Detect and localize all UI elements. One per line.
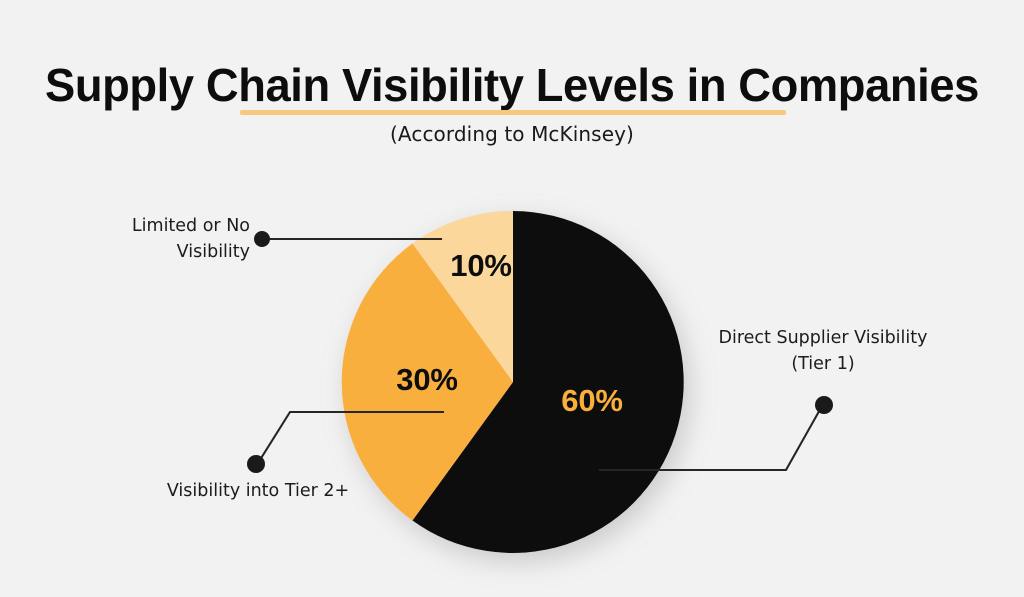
slice-value-direct-supplier-visibility: 60% — [561, 383, 623, 418]
title-underline-accent — [240, 110, 786, 115]
slice-value-limited-or-no-visibility: 10% — [450, 248, 512, 283]
leader-dot-limited-or-no-visibility — [254, 231, 270, 247]
callout-label-direct-supplier-visibility-line1: Direct Supplier Visibility — [718, 328, 928, 348]
callout-label-limited-or-no-visibility-line2: Visibility — [176, 242, 250, 262]
callout-label-limited-or-no-visibility: Limited or No Visibility — [8, 213, 250, 265]
callout-label-direct-supplier-visibility: Direct Supplier Visibility (Tier 1) — [698, 325, 948, 377]
leader-dot-visibility-into-tier-2plus — [247, 455, 265, 473]
leader-lines-group — [256, 237, 824, 472]
leader-dot-direct-supplier-visibility — [815, 396, 833, 414]
page-title: Supply Chain Visibility Levels in Compan… — [45, 59, 979, 111]
callout-label-direct-supplier-visibility-line2: (Tier 1) — [791, 354, 855, 374]
slice-value-visibility-into-tier-2plus: 30% — [396, 362, 458, 397]
pie-slice-limited-or-no-visibility[interactable] — [412, 210, 513, 382]
header: Supply Chain Visibility Levels in Compan… — [0, 58, 1024, 146]
pie-slice-visibility-into-tier-2plus[interactable] — [341, 243, 513, 521]
page-subtitle: (According to McKinsey) — [390, 122, 634, 146]
leader-line-visibility-into-tier-2plus — [256, 410, 445, 465]
callout-label-limited-or-no-visibility-line1: Limited or No — [131, 216, 250, 236]
leader-line-direct-supplier-visibility — [598, 404, 824, 472]
pie-slices-group — [341, 210, 684, 553]
pie-slice-direct-supplier-visibility[interactable] — [412, 211, 684, 553]
callout-label-visibility-into-tier-2plus: Visibility into Tier 2+ — [113, 478, 403, 504]
leader-dots-group — [247, 231, 833, 473]
callout-label-visibility-into-tier-2plus-line1: Visibility into Tier 2+ — [166, 481, 350, 501]
